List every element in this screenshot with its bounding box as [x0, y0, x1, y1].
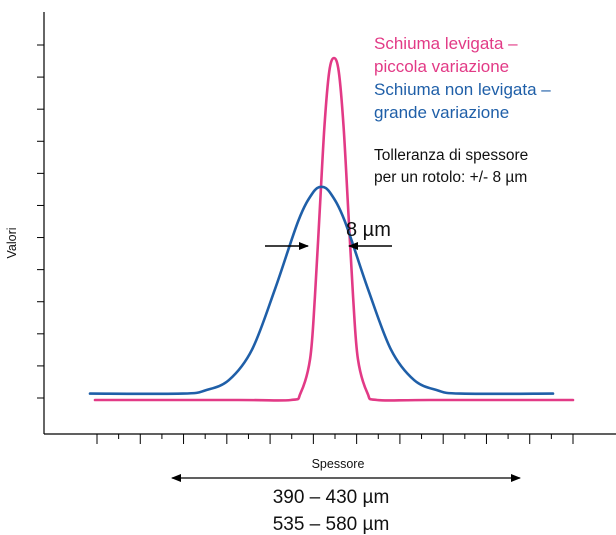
x-axis-label: Spessore: [312, 457, 365, 471]
range-label-2: 535 – 580 µm: [273, 514, 390, 535]
width-annotation: 8 µm: [265, 219, 392, 250]
series-line-smooth-foam: [93, 56, 575, 402]
tolerance-note-line2: per un rotolo: +/- 8 µm: [374, 169, 527, 186]
range-annotation: 390 – 430 µm 535 – 580 µm: [171, 474, 521, 535]
axes: [37, 12, 616, 444]
legend: Schiuma levigata – piccola variazione Sc…: [374, 34, 551, 122]
x-ticks: [96, 434, 574, 444]
legend-pink-line1: Schiuma levigata –: [374, 34, 518, 53]
tolerance-note-line1: Tolleranza di spessore: [374, 147, 528, 164]
series-line-unsmoothed-foam: [88, 185, 555, 396]
y-ticks: [37, 44, 44, 399]
series-layer: [88, 56, 575, 402]
width-label: 8 µm: [346, 219, 391, 241]
legend-blue-line1: Schiuma non levigata –: [374, 80, 551, 99]
legend-blue-line2: grande variazione: [374, 103, 509, 122]
range-label-1: 390 – 430 µm: [273, 487, 390, 508]
legend-pink-line2: piccola variazione: [374, 57, 509, 76]
y-axis-label: Valori: [5, 227, 19, 258]
